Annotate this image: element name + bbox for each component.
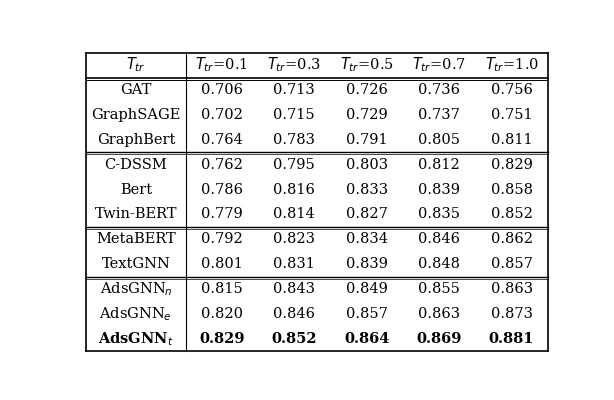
- Text: 0.857: 0.857: [346, 307, 387, 321]
- Text: 0.816: 0.816: [273, 182, 315, 196]
- Text: 0.862: 0.862: [491, 232, 532, 246]
- Text: 0.858: 0.858: [491, 182, 532, 196]
- Text: MetaBERT: MetaBERT: [96, 232, 176, 246]
- Text: GraphSAGE: GraphSAGE: [91, 108, 181, 122]
- Text: 0.857: 0.857: [491, 257, 532, 271]
- Text: 0.803: 0.803: [346, 158, 387, 172]
- Text: 0.849: 0.849: [346, 282, 387, 296]
- Text: 0.829: 0.829: [199, 332, 244, 346]
- Text: 0.795: 0.795: [273, 158, 315, 172]
- Text: 0.726: 0.726: [346, 83, 387, 97]
- Text: 0.751: 0.751: [491, 108, 532, 122]
- Text: 0.843: 0.843: [273, 282, 315, 296]
- Text: 0.833: 0.833: [346, 182, 387, 196]
- Text: 0.834: 0.834: [346, 232, 387, 246]
- Text: 0.839: 0.839: [418, 182, 460, 196]
- Text: 0.814: 0.814: [273, 208, 315, 222]
- Text: $T_{tr}$=1.0: $T_{tr}$=1.0: [484, 56, 538, 74]
- Text: 0.827: 0.827: [346, 208, 387, 222]
- Text: 0.792: 0.792: [201, 232, 243, 246]
- Text: 0.805: 0.805: [418, 133, 460, 147]
- Text: $T_{tr}$=0.5: $T_{tr}$=0.5: [340, 56, 394, 74]
- Text: 0.764: 0.764: [201, 133, 243, 147]
- Text: 0.736: 0.736: [418, 83, 460, 97]
- Text: 0.881: 0.881: [489, 332, 534, 346]
- Text: 0.756: 0.756: [491, 83, 532, 97]
- Text: 0.846: 0.846: [273, 307, 315, 321]
- Text: 0.846: 0.846: [418, 232, 460, 246]
- Text: 0.855: 0.855: [418, 282, 460, 296]
- Text: 0.839: 0.839: [346, 257, 387, 271]
- Text: $T_{tr}$: $T_{tr}$: [126, 56, 146, 74]
- Text: 0.831: 0.831: [273, 257, 315, 271]
- Text: 0.737: 0.737: [418, 108, 460, 122]
- Text: C-DSSM: C-DSSM: [104, 158, 167, 172]
- Text: 0.762: 0.762: [201, 158, 243, 172]
- Text: 0.801: 0.801: [201, 257, 243, 271]
- Text: Bert: Bert: [120, 182, 152, 196]
- Text: Twin-BERT: Twin-BERT: [95, 208, 177, 222]
- Text: 0.783: 0.783: [273, 133, 315, 147]
- Text: 0.852: 0.852: [271, 332, 317, 346]
- Text: 0.812: 0.812: [418, 158, 460, 172]
- Text: $T_{tr}$=0.1: $T_{tr}$=0.1: [195, 56, 248, 74]
- Text: AdsGNN$_t$: AdsGNN$_t$: [98, 330, 174, 348]
- Text: 0.713: 0.713: [273, 83, 315, 97]
- Text: 0.863: 0.863: [418, 307, 460, 321]
- Text: 0.835: 0.835: [418, 208, 460, 222]
- Text: 0.811: 0.811: [491, 133, 532, 147]
- Text: AdsGNN$_e$: AdsGNN$_e$: [99, 305, 173, 323]
- Text: GAT: GAT: [120, 83, 152, 97]
- Text: 0.815: 0.815: [201, 282, 243, 296]
- Text: 0.820: 0.820: [201, 307, 243, 321]
- Text: TextGNN: TextGNN: [101, 257, 170, 271]
- Text: 0.779: 0.779: [201, 208, 243, 222]
- Text: 0.715: 0.715: [273, 108, 315, 122]
- Text: 0.823: 0.823: [273, 232, 315, 246]
- Text: 0.706: 0.706: [201, 83, 243, 97]
- Text: $T_{tr}$=0.3: $T_{tr}$=0.3: [267, 56, 321, 74]
- Text: 0.791: 0.791: [346, 133, 387, 147]
- Text: 0.869: 0.869: [416, 332, 462, 346]
- Text: 0.848: 0.848: [418, 257, 460, 271]
- Text: $T_{tr}$=0.7: $T_{tr}$=0.7: [412, 56, 466, 74]
- Text: 0.729: 0.729: [346, 108, 387, 122]
- Text: 0.829: 0.829: [491, 158, 532, 172]
- Text: AdsGNN$_n$: AdsGNN$_n$: [99, 280, 173, 298]
- Text: 0.863: 0.863: [491, 282, 533, 296]
- Text: 0.702: 0.702: [201, 108, 243, 122]
- Text: 0.786: 0.786: [201, 182, 243, 196]
- Text: 0.864: 0.864: [344, 332, 389, 346]
- Text: 0.852: 0.852: [491, 208, 532, 222]
- Text: 0.873: 0.873: [491, 307, 532, 321]
- Text: GraphBert: GraphBert: [96, 133, 175, 147]
